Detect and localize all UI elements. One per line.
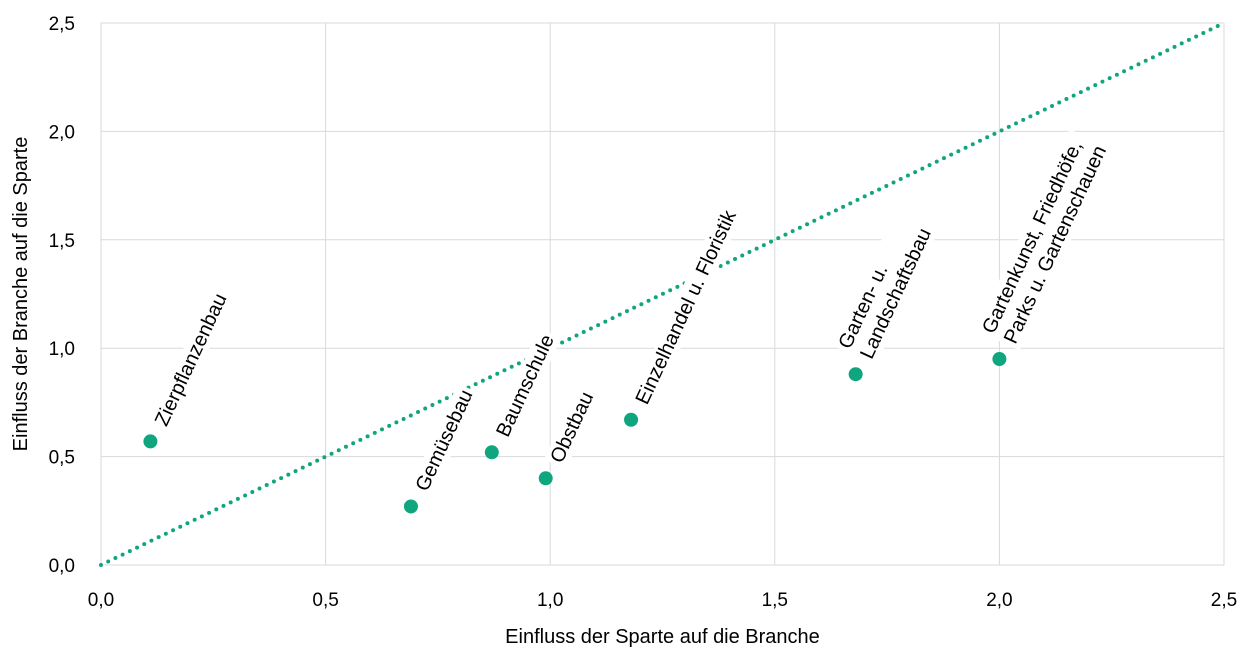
point-label: Zierpflanzenbau — [148, 287, 234, 433]
data-point — [848, 367, 863, 382]
point-label-background — [544, 385, 601, 470]
point-label-background — [148, 287, 234, 433]
point-label-background — [832, 211, 939, 366]
x-tick-label: 2,5 — [1211, 590, 1237, 611]
point-label: Gemüsebau — [409, 383, 480, 498]
x-tick-label: 0,5 — [312, 590, 338, 611]
diagonal-reference — [99, 21, 1226, 567]
x-tick-label: 1,0 — [537, 590, 563, 611]
data-point — [143, 434, 158, 449]
data-point — [992, 352, 1007, 367]
point-label-text: Zierpflanzenbau — [151, 290, 232, 429]
y-tick-label: 0,5 — [49, 448, 75, 469]
y-tick-label: 1,0 — [49, 339, 75, 360]
point-label-line: Zierpflanzenbau — [151, 290, 232, 429]
point-label-text: Einzelhandel u. Floristik — [632, 206, 742, 408]
y-tick-label: 2,5 — [49, 14, 75, 35]
y-axis-ticks: 0,0 0,5 1,0 1,5 2,0 2,5 — [49, 14, 75, 577]
y-tick-label: 1,5 — [49, 231, 75, 252]
point-label-line: Baumschule — [492, 331, 558, 440]
y-axis-title: Einfluss der Branche auf die Sparte — [10, 137, 32, 452]
y-tick-label: 0,0 — [49, 556, 75, 577]
point-label: Einzelhandel u. Floristik — [629, 203, 744, 411]
point-label-background — [490, 328, 562, 444]
data-point — [484, 445, 499, 460]
point-label-line: Gemüsebau — [412, 387, 478, 495]
point-label-text: Baumschule — [492, 331, 558, 440]
data-point — [403, 499, 418, 514]
point-label-text: Gemüsebau — [412, 387, 478, 495]
data-point — [624, 412, 639, 427]
x-tick-label: 0,0 — [88, 590, 114, 611]
point-labels: ZierpflanzenbauGemüsebauBaumschuleObstba… — [148, 129, 1114, 498]
data-points — [143, 352, 1007, 514]
x-tick-label: 2,0 — [986, 590, 1012, 611]
y-tick-label: 2,0 — [49, 122, 75, 143]
point-label-background — [976, 129, 1114, 351]
x-axis-ticks: 0,0 0,5 1,0 1,5 2,0 2,5 — [88, 590, 1237, 611]
point-label-background — [409, 383, 480, 498]
data-point — [538, 471, 553, 486]
point-label-line: Einzelhandel u. Floristik — [632, 206, 742, 408]
reference-diagonal-line — [99, 21, 1226, 567]
point-label: Garten- u.Landschaftsbau — [832, 211, 939, 366]
x-tick-label: 1,5 — [762, 590, 788, 611]
point-label-background — [629, 203, 744, 411]
x-axis-title: Einfluss der Sparte auf die Branche — [505, 626, 820, 648]
